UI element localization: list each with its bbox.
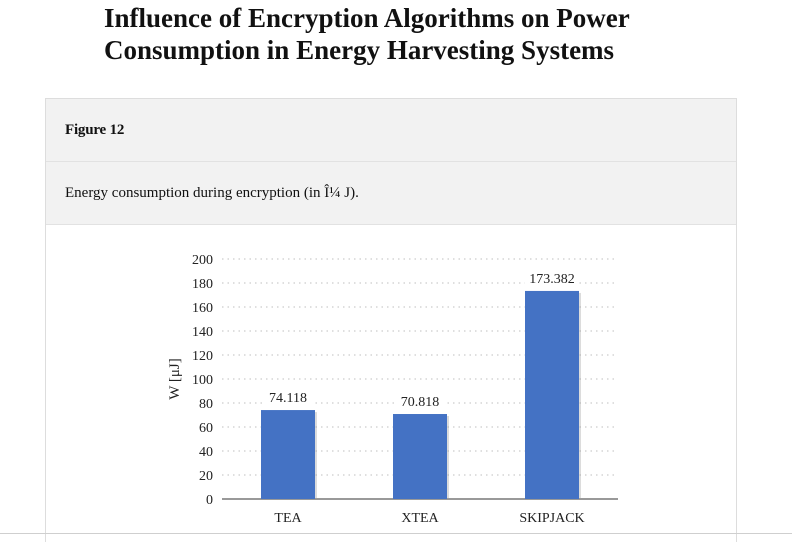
- figure-caption-row: Energy consumption during encryption (in…: [46, 162, 736, 225]
- x-tick-label: TEA: [274, 511, 302, 526]
- data-label-bg: [264, 388, 312, 406]
- y-tick-label: 20: [199, 469, 213, 484]
- bar-skipjack: [525, 290, 579, 499]
- y-axis-label: W [μJ]: [167, 358, 183, 400]
- page-title: Influence of Encryption Algorithms on Po…: [104, 3, 630, 65]
- y-tick-label: 0: [206, 493, 213, 508]
- y-tick-label: 120: [192, 349, 213, 364]
- y-tick-label: 160: [192, 301, 213, 316]
- figure-label: Figure 12: [65, 121, 125, 138]
- figure-label-row: Figure 12: [46, 99, 736, 162]
- data-label-bg: [396, 392, 444, 410]
- chart-area: 0 20 40 60 80 100 120 140 160 180 200 W [μJ] 74.118 T…: [46, 225, 736, 542]
- figure-panel: Figure 12 Energy consumption during encr…: [45, 98, 737, 542]
- page-bottom-divider: [0, 533, 792, 534]
- x-tick-label: SKIPJACK: [519, 511, 584, 526]
- y-tick-label: 180: [192, 277, 213, 292]
- y-tick-label: 140: [192, 325, 213, 340]
- bar-chart: 0 20 40 60 80 100 120 140 160 180 200 W [μJ] 74.118 T…: [167, 253, 618, 526]
- data-label-bg: [524, 268, 580, 286]
- bar-tea: [261, 410, 315, 499]
- x-tick-label: XTEA: [401, 511, 439, 526]
- data-label: 70.818: [401, 395, 440, 410]
- y-tick-label: 200: [192, 253, 213, 268]
- data-label: 74.118: [269, 391, 307, 406]
- bar-xtea: [393, 414, 447, 499]
- data-label: 173.382: [529, 272, 575, 287]
- y-tick-label: 80: [199, 397, 213, 412]
- figure-caption: Energy consumption during encryption (in…: [65, 184, 359, 201]
- y-tick-label: 100: [192, 373, 213, 388]
- y-tick-label: 40: [199, 445, 213, 460]
- y-tick-label: 60: [199, 421, 213, 436]
